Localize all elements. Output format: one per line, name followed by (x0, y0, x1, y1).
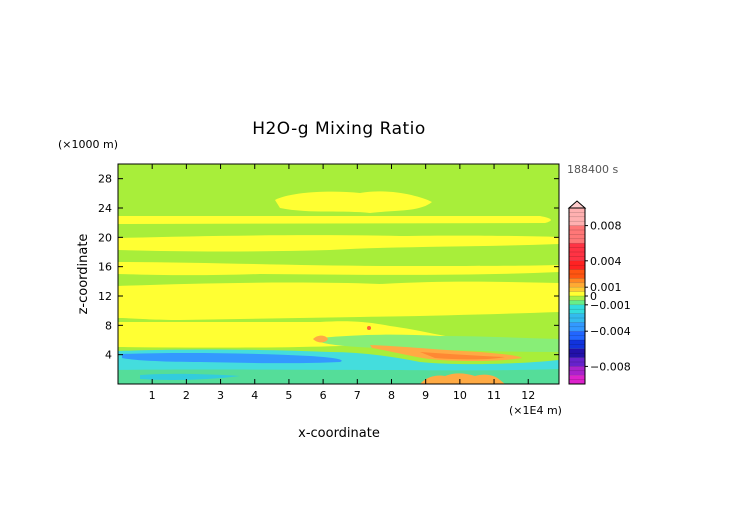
colorbar-segment (569, 300, 585, 305)
x-unit-label: (×1E4 m) (509, 404, 562, 417)
colorbar-segment (569, 260, 585, 270)
chart-title: H2O-g Mixing Ratio (252, 119, 426, 139)
colorbar-tick-label: −0.008 (590, 360, 631, 373)
y-tick-label: 4 (105, 349, 112, 362)
x-tick-label: 2 (183, 389, 190, 402)
y-tick-label: 16 (98, 261, 112, 274)
colorbar-segment (569, 331, 585, 340)
region-blue-core (122, 352, 342, 364)
y-unit-label: (×1000 m) (58, 138, 118, 151)
x-tick-label: 8 (388, 389, 395, 402)
time-label: 188400 s (567, 163, 618, 176)
colorbar-tick-label: −0.004 (590, 325, 631, 338)
x-tick-label: 6 (320, 389, 327, 402)
colorbar-segment (569, 208, 585, 226)
x-tick-label: 7 (354, 389, 361, 402)
colorbar-segment (569, 287, 585, 292)
colorbar-segment (569, 278, 585, 283)
colorbar-segment (569, 375, 585, 384)
x-tick-label: 10 (453, 389, 467, 402)
colorbar-segment (569, 269, 585, 279)
region-orange-dot (367, 326, 371, 330)
y-tick-label: 12 (98, 290, 112, 303)
region-orange-core (420, 352, 505, 360)
y-tick-label: 24 (98, 202, 112, 215)
region-surface-orange (420, 373, 505, 384)
x-tick-label: 9 (422, 389, 429, 402)
colorbar-segment (569, 340, 585, 349)
colorbar-tick-label: −0.001 (590, 299, 631, 312)
x-axis-label: x-coordinate (298, 426, 380, 441)
y-tick-label: 20 (98, 231, 112, 244)
y-tick-label: 28 (98, 173, 112, 186)
colorbar-segment (569, 291, 585, 296)
y-axis-label: z-coordinate (76, 234, 91, 315)
region-band-22km (118, 216, 551, 224)
y-ticks: 4 8 12 16 20 24 28 (98, 173, 559, 362)
colorbar-segment (569, 296, 585, 301)
x-tick-label: 11 (487, 389, 501, 402)
colorbar-tick-label: 0.008 (590, 220, 622, 233)
region-upper-moist-patch (275, 191, 432, 213)
colorbar-tick-label: 0.004 (590, 255, 622, 268)
colorbar-segment (569, 313, 585, 323)
region-band-16km (118, 262, 559, 276)
region-band-12km (118, 281, 559, 320)
x-tick-label: 4 (251, 389, 258, 402)
colorbar-segment (569, 304, 585, 314)
x-ticks: 1 2 3 4 5 6 7 8 9 10 11 12 (149, 164, 535, 402)
colorbar-segment (569, 282, 585, 288)
plot-frame (117, 163, 560, 385)
colorbar-tick-label: 0.001 (590, 281, 622, 294)
region-surface-cyan (140, 373, 240, 380)
colorbar-segment (569, 357, 585, 367)
x-tick-label: 12 (521, 389, 535, 402)
colorbar-segment (569, 322, 585, 332)
colorbar-extend-arrow (567, 200, 587, 209)
x-tick-label: 3 (217, 389, 224, 402)
colorbar-segment (569, 366, 585, 376)
x-tick-label: 5 (285, 389, 292, 402)
colorbar-segment (569, 225, 585, 244)
region-band-19km (118, 235, 559, 252)
colorbar-tick-label: 0 (590, 290, 597, 303)
colorbar-segment (569, 243, 585, 261)
region-orange-blob (313, 335, 328, 343)
y-tick-label: 8 (105, 319, 112, 332)
contour-field (118, 164, 559, 384)
x-tick-label: 1 (149, 389, 156, 402)
colorbar-segment (569, 348, 585, 358)
